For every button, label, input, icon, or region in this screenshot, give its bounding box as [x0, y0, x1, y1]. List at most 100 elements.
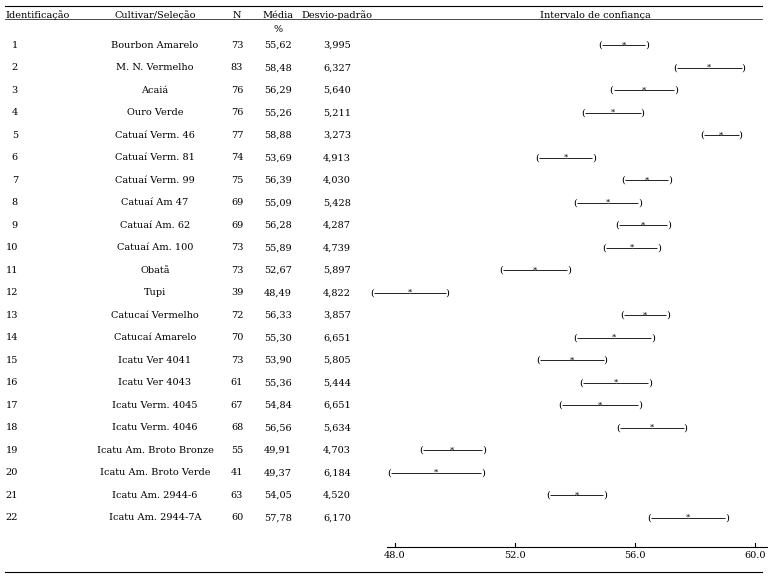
Text: Intervalo de confiança: Intervalo de confiança: [540, 11, 650, 19]
Text: Identificação: Identificação: [5, 10, 69, 20]
Text: Catucaí Amarelo: Catucaí Amarelo: [114, 333, 196, 342]
Text: 58,88: 58,88: [264, 131, 292, 140]
Text: Bourbon Amarelo: Bourbon Amarelo: [111, 41, 199, 50]
Text: 56,56: 56,56: [264, 423, 292, 432]
Text: 48,49: 48,49: [264, 288, 292, 297]
Text: 67: 67: [231, 401, 243, 410]
Text: 75: 75: [231, 176, 243, 185]
Text: ): ): [604, 356, 607, 365]
Text: 76: 76: [231, 108, 243, 117]
Text: (: (: [558, 401, 562, 410]
Text: 39: 39: [231, 288, 243, 297]
Text: 58,48: 58,48: [264, 63, 292, 72]
Text: ): ): [638, 198, 642, 207]
Text: *: *: [650, 424, 654, 432]
Text: ): ): [648, 378, 652, 387]
Text: *: *: [434, 469, 439, 477]
Text: *: *: [450, 446, 455, 454]
Text: 41: 41: [230, 468, 243, 477]
Text: 4,030: 4,030: [323, 176, 351, 185]
Text: (: (: [387, 468, 391, 477]
Text: Catuaí Verm. 81: Catuaí Verm. 81: [115, 153, 195, 162]
Text: Obatã: Obatã: [141, 266, 170, 274]
Text: *: *: [643, 311, 647, 319]
Text: 20: 20: [5, 468, 18, 477]
Text: (: (: [546, 491, 550, 500]
Text: *: *: [630, 244, 634, 252]
Text: 73: 73: [230, 244, 243, 252]
Text: ): ): [668, 176, 672, 185]
Text: ): ): [651, 333, 655, 342]
Text: ): ): [726, 513, 730, 522]
Text: 74: 74: [230, 153, 243, 162]
Text: (: (: [370, 288, 374, 297]
Text: (: (: [674, 63, 677, 72]
Text: ): ): [739, 131, 743, 140]
Text: 55,62: 55,62: [264, 41, 292, 50]
Text: Icatu Am. 2944-7A: Icatu Am. 2944-7A: [109, 513, 201, 522]
Text: *: *: [564, 154, 568, 162]
Text: 3: 3: [12, 86, 18, 95]
Text: (: (: [620, 311, 624, 320]
Text: 5,897: 5,897: [323, 266, 351, 274]
Text: Tupi: Tupi: [144, 288, 166, 297]
Text: N: N: [233, 11, 241, 19]
Text: Desvio-padrão: Desvio-padrão: [302, 10, 372, 20]
Text: (: (: [621, 176, 625, 185]
Text: 21: 21: [5, 491, 18, 500]
Text: 73: 73: [230, 356, 243, 365]
Text: 5: 5: [12, 131, 18, 140]
Text: 52.0: 52.0: [504, 551, 526, 560]
Text: 5,428: 5,428: [323, 198, 351, 207]
Text: 6,327: 6,327: [323, 63, 351, 72]
Text: 57,78: 57,78: [264, 513, 292, 522]
Text: 56,29: 56,29: [264, 86, 292, 95]
Text: Catuaí Am 47: Catuaí Am 47: [121, 198, 189, 207]
Text: Catuaí Verm. 99: Catuaí Verm. 99: [115, 176, 195, 185]
Text: (: (: [647, 513, 651, 522]
Text: 73: 73: [230, 41, 243, 50]
Text: *: *: [720, 131, 723, 139]
Text: 76: 76: [231, 86, 243, 95]
Text: ): ): [657, 244, 661, 252]
Text: 9: 9: [12, 221, 18, 230]
Text: 15: 15: [5, 356, 18, 365]
Text: %: %: [273, 25, 283, 33]
Text: 56,28: 56,28: [264, 221, 292, 230]
Text: *: *: [641, 86, 646, 94]
Text: *: *: [574, 491, 578, 499]
Text: 8: 8: [12, 198, 18, 207]
Text: 5,805: 5,805: [323, 356, 351, 365]
Text: 2: 2: [12, 63, 18, 72]
Text: 16: 16: [5, 378, 18, 387]
Text: ): ): [603, 491, 607, 500]
Text: 54,84: 54,84: [264, 401, 292, 410]
Text: Catuaí Verm. 46: Catuaí Verm. 46: [115, 131, 195, 140]
Text: (: (: [700, 131, 704, 140]
Text: 6,170: 6,170: [323, 513, 351, 522]
Text: Catuaí Am. 62: Catuaí Am. 62: [120, 221, 190, 230]
Text: *: *: [606, 199, 610, 207]
Text: ): ): [641, 108, 644, 117]
Text: (: (: [499, 266, 503, 274]
Text: (: (: [598, 41, 602, 50]
Text: 55: 55: [231, 446, 243, 455]
Text: *: *: [533, 266, 538, 274]
Text: (: (: [616, 423, 620, 432]
Text: 12: 12: [5, 288, 18, 297]
Text: 6,651: 6,651: [323, 401, 351, 410]
Text: 4,913: 4,913: [323, 153, 351, 162]
Text: 1: 1: [12, 41, 18, 50]
Text: 55,89: 55,89: [264, 244, 292, 252]
Text: (: (: [419, 446, 423, 455]
Text: 55,36: 55,36: [264, 378, 292, 387]
Text: 4,822: 4,822: [323, 288, 351, 297]
Text: *: *: [570, 356, 574, 364]
Text: (: (: [615, 221, 620, 230]
Text: Icatu Verm. 4046: Icatu Verm. 4046: [112, 423, 197, 432]
Text: 69: 69: [231, 198, 243, 207]
Text: 4,520: 4,520: [323, 491, 351, 500]
Text: ): ): [742, 63, 746, 72]
Text: M. N. Vermelho: M. N. Vermelho: [116, 63, 194, 72]
Text: 5,444: 5,444: [323, 378, 351, 387]
